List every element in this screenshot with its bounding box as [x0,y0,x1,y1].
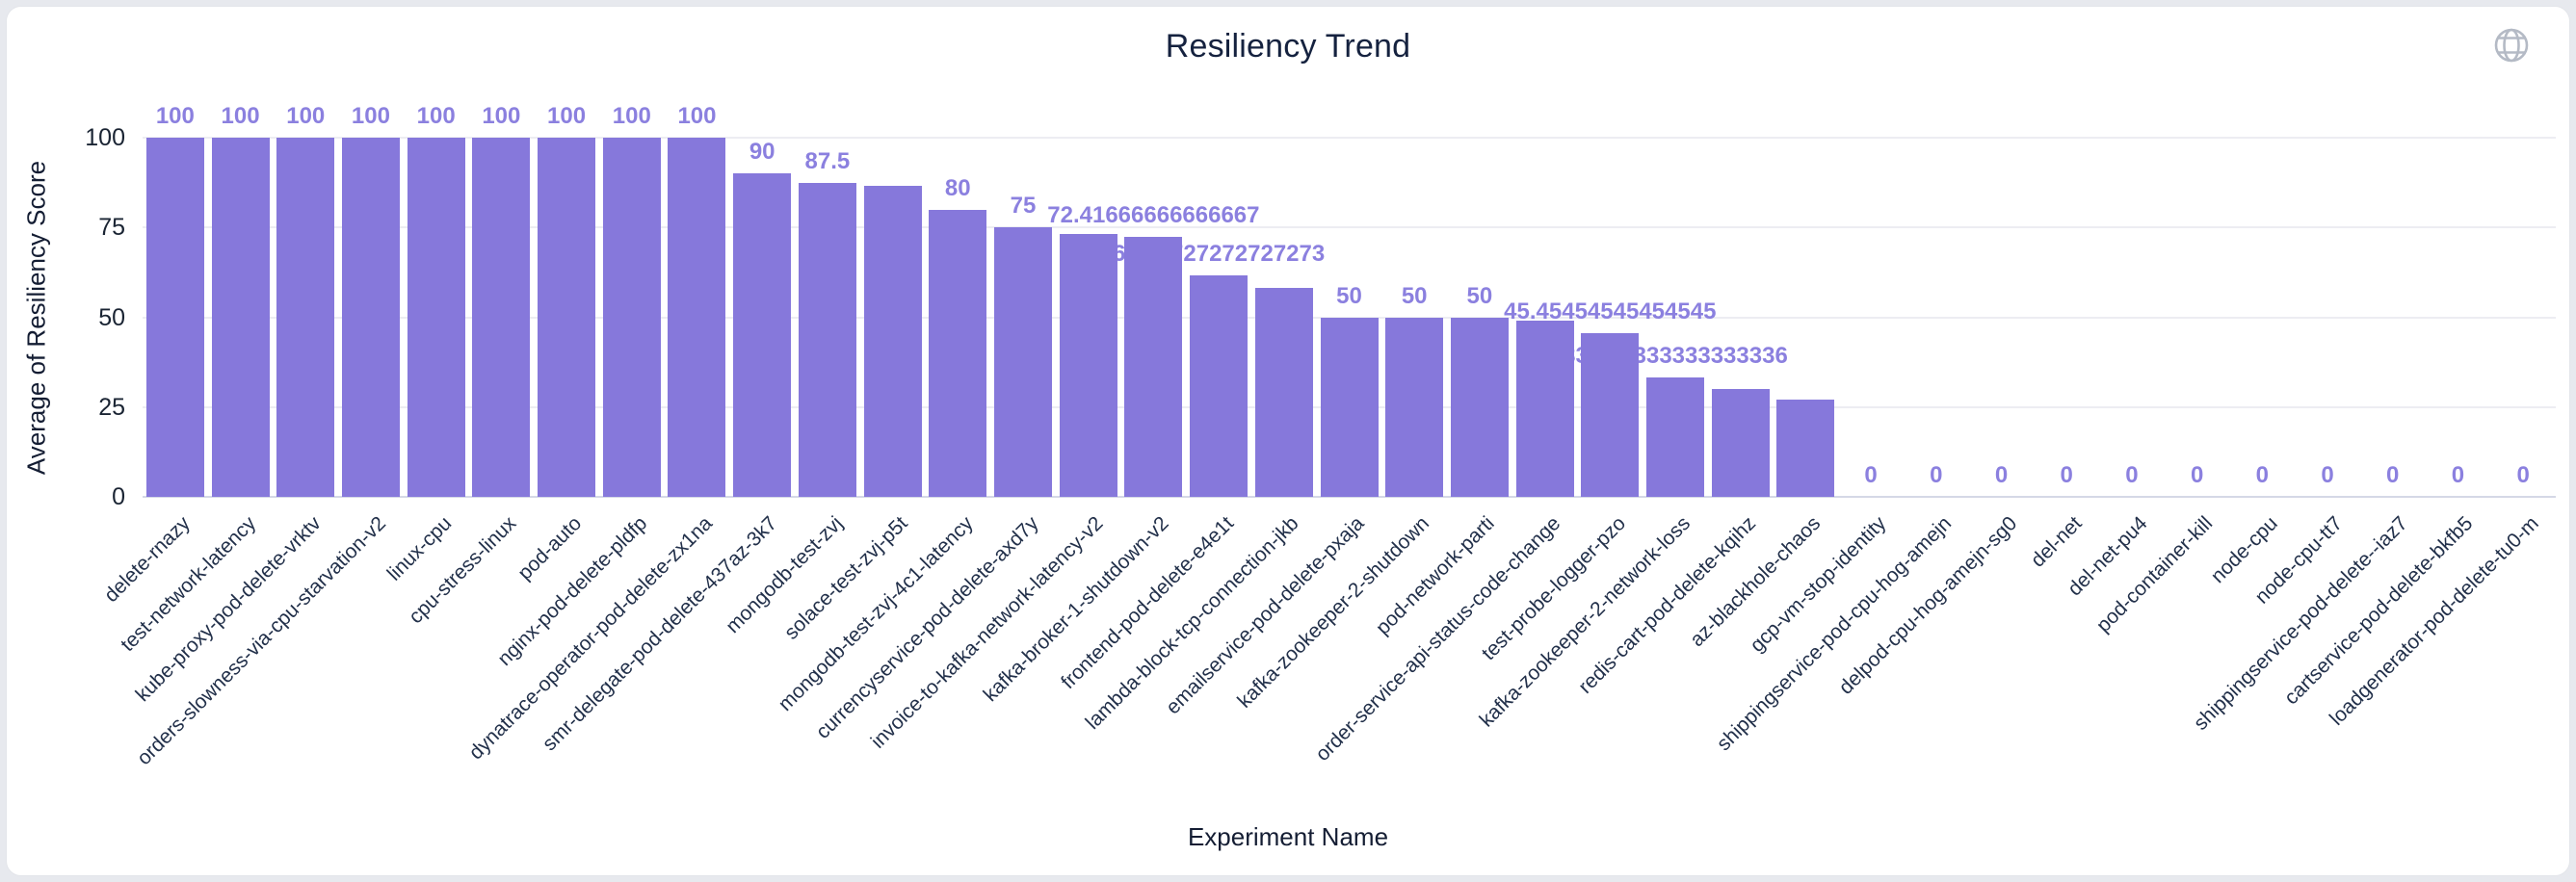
x-category-label: del-net [2026,512,2087,572]
bar-value-label: 0 [2255,462,2270,488]
x-category-label: smr-delegate-pod-delete-437az-3k7 [539,512,782,756]
x-category-label: invoice-to-kafka-network-latency-v2 [867,512,1108,753]
chart-bar[interactable] [1190,274,1249,497]
bar-value-label: 100 [221,103,260,129]
chart-bar[interactable] [276,138,335,497]
bar-value-label: 0 [2386,462,2400,488]
bar-value-label: 72.41666666666667 [1047,201,1260,228]
x-category-label: dynatrace-operator-pod-delete-zx1na [464,512,717,765]
y-tick-label: 0 [112,483,125,510]
y-tick-label: 25 [98,393,125,421]
chart-bar[interactable] [407,138,465,497]
bar-value-label: 0 [2060,462,2073,488]
chart-bar[interactable] [341,138,400,497]
bar-value-label: 75 [1010,193,1037,220]
bar-value-label: 0 [2125,462,2139,488]
bar-value-label: 0 [2321,462,2334,488]
chart-bar[interactable] [929,209,987,497]
chart-bar[interactable] [1711,389,1770,497]
globe-icon [2494,28,2529,63]
bar-value-label: 90 [749,139,775,166]
x-axis-line [143,496,2556,498]
bar-value-label: 0 [1994,462,2009,488]
chart-bar[interactable] [1254,287,1313,497]
bar-value-label: 100 [351,103,390,129]
y-axis-title-text: Average of Resiliency Score [21,160,51,476]
chart-bar[interactable] [1515,320,1574,497]
chart-bar[interactable] [538,138,596,497]
bar-value-label: 0 [2190,462,2204,488]
chart-bar[interactable] [1581,333,1640,497]
y-tick-label: 75 [98,214,125,242]
bar-value-label: 0 [2516,462,2530,488]
x-category-label: pod-container-kill [2091,512,2217,637]
bar-value-label: 0 [2451,462,2465,488]
bar-value-label: 0 [1864,462,1878,488]
bar-value-label: 100 [416,103,456,129]
chart-bar[interactable] [1320,317,1379,497]
chart-bar[interactable] [1385,317,1444,497]
bar-value-label: 100 [155,103,195,129]
y-tick-label: 50 [98,303,125,331]
x-axis-title: Experiment Name [1187,822,1389,851]
page-title: Resiliency Trend [1165,28,1411,65]
chart-bar[interactable] [472,138,531,497]
y-tick-label: 100 [85,124,125,151]
chart-bar[interactable] [1124,236,1183,497]
bar-value-label: 50 [1466,282,1493,309]
chart-bar[interactable] [668,138,726,497]
chart-bar[interactable] [1059,233,1117,497]
bar-value-label: 50 [1336,282,1362,309]
x-category-label: shippingservice-pod-cpu-hog-amejn [1712,512,1957,756]
chart-bar[interactable] [798,182,856,497]
gridline [143,137,2556,139]
bar-value-label: 87.5 [804,147,851,174]
bar-value-label: 100 [612,103,651,129]
bar-value-label: 100 [677,103,717,129]
x-category-label: mongodb-test-zvj [721,512,848,638]
bar-value-label: 80 [944,174,971,201]
chart-bar[interactable] [211,138,270,497]
chart-bar[interactable] [602,138,661,497]
chart-bar[interactable] [1646,376,1704,497]
chart-bar[interactable] [1450,317,1509,497]
x-category-label: solace-test-zvj-p5t [780,512,912,644]
bar-value-label: 100 [547,103,587,129]
bar-value-label: 100 [482,103,521,129]
chart-bar[interactable] [1776,400,1835,497]
bar-value-label: 100 [286,103,326,129]
chart-bar[interactable] [993,227,1052,497]
chart-bar[interactable] [145,138,204,497]
x-category-label: pod-network-parti [1372,512,1500,639]
chart-bar[interactable] [863,186,922,497]
bar-value-label: 50 [1401,282,1428,309]
x-category-label: order-service-api-status-code-change [1310,512,1564,766]
bar-value-label: 0 [1930,462,1943,488]
gridline [143,226,2556,229]
chart-bar[interactable] [733,173,792,497]
